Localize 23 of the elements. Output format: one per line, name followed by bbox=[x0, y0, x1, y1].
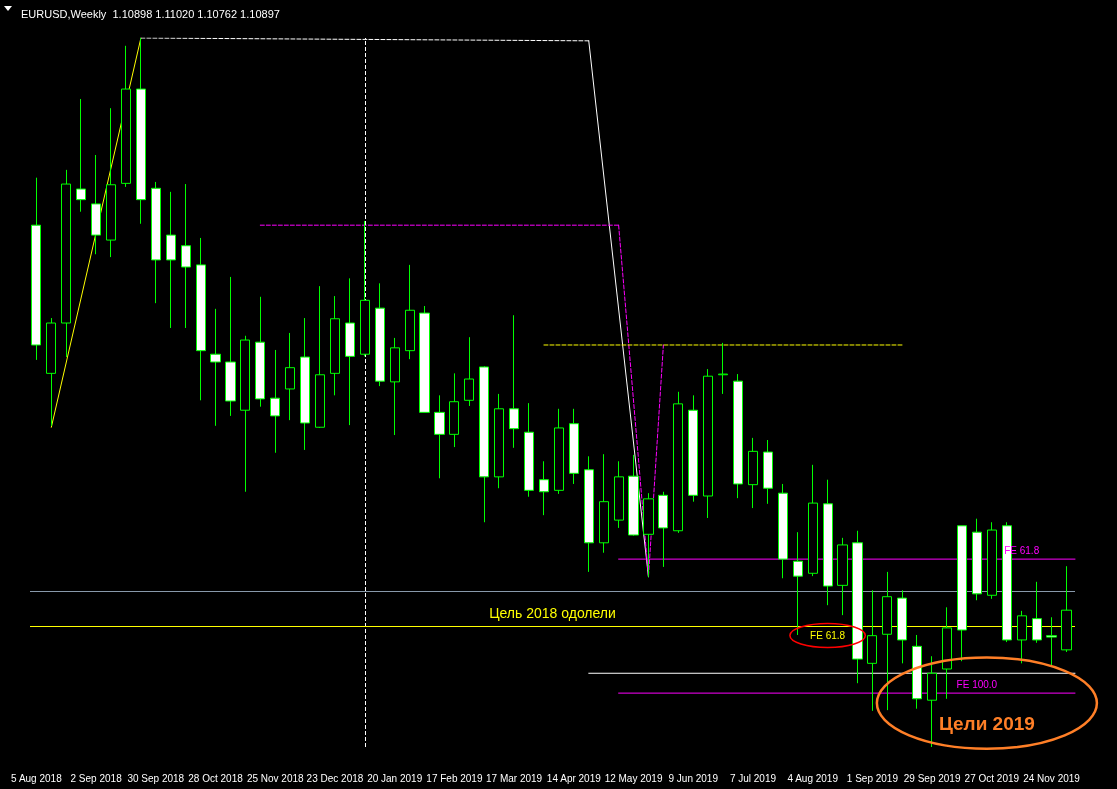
x-tick-label: 1 Sep 2019 bbox=[846, 772, 899, 784]
x-tick-label: 9 Jun 2019 bbox=[668, 772, 719, 784]
x-tick-label: 25 Nov 2018 bbox=[246, 772, 305, 784]
x-tick-label: 7 Jul 2019 bbox=[729, 772, 777, 784]
x-tick-label: 27 Oct 2019 bbox=[964, 772, 1020, 784]
annotation: Цели 2019 bbox=[938, 712, 1035, 734]
annotation: FE 100.0 bbox=[956, 678, 998, 690]
x-tick-label: 14 Apr 2019 bbox=[546, 772, 602, 784]
annotation: Цель 2018 одолели bbox=[489, 605, 616, 622]
x-tick-label: 4 Aug 2019 bbox=[787, 772, 839, 784]
x-tick-label: 20 Jan 2019 bbox=[367, 772, 423, 784]
x-tick-label: 17 Feb 2019 bbox=[426, 772, 483, 784]
x-tick-label: 30 Sep 2018 bbox=[127, 772, 185, 784]
x-tick-label: 12 May 2019 bbox=[604, 772, 663, 784]
x-tick-label: 23 Dec 2018 bbox=[306, 772, 364, 784]
x-tick-label: 2 Sep 2018 bbox=[70, 772, 123, 784]
annotation: FE 61.8 bbox=[810, 629, 846, 641]
x-tick-label: 28 Oct 2018 bbox=[188, 772, 244, 784]
x-tick-label: 17 Mar 2019 bbox=[486, 772, 543, 784]
x-tick-label: 24 Nov 2019 bbox=[1023, 772, 1081, 784]
chart-title: EURUSD,Weekly 1.10898 1.11020 1.10762 1.10897 bbox=[21, 7, 280, 20]
x-tick-label: 5 Aug 2018 bbox=[11, 772, 63, 784]
x-tick-label: 29 Sep 2019 bbox=[903, 772, 961, 784]
